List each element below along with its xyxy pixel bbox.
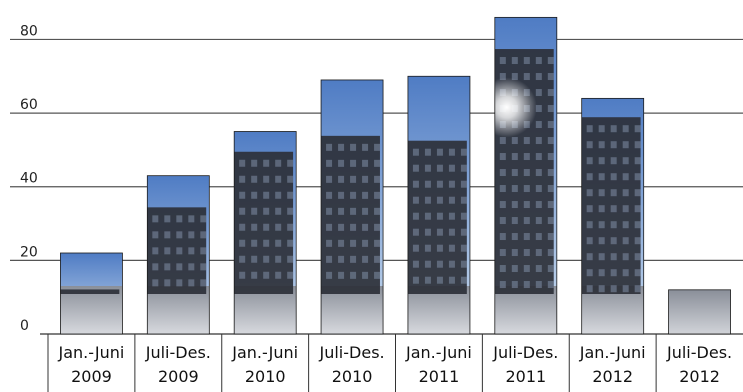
bar bbox=[60, 252, 123, 335]
x-tick-label-year: 2009 bbox=[158, 367, 199, 386]
x-tick-label-period: Jan.-Juni bbox=[231, 343, 298, 362]
x-tick-label-year: 2009 bbox=[71, 367, 112, 386]
x-tick-label-year: 2011 bbox=[505, 367, 546, 386]
x-tick-label-period: Juli-Des. bbox=[319, 343, 385, 362]
y-tick-label: 80 bbox=[20, 23, 38, 39]
x-tick-label-period: Jan.-Juni bbox=[58, 343, 125, 362]
x-tick-label-year: 2010 bbox=[332, 367, 373, 386]
x-tick-label-year: 2012 bbox=[679, 367, 720, 386]
x-tick-label-period: Juli-Des. bbox=[145, 343, 211, 362]
x-tick-label-year: 2012 bbox=[592, 367, 633, 386]
y-tick-label: 60 bbox=[20, 97, 38, 113]
x-axis-ticks: Jan.-Juni 2009 Juli-Des. 2009 Jan.-Juni 2010 J… bbox=[47, 334, 732, 392]
bars bbox=[60, 16, 731, 335]
y-axis-ticks: 0 20 40 60 80 bbox=[20, 23, 38, 334]
bar bbox=[320, 79, 384, 335]
x-tick-label-period: Juli-Des. bbox=[666, 343, 732, 362]
y-tick-label: 20 bbox=[20, 244, 38, 260]
y-tick-label: 0 bbox=[20, 318, 29, 334]
bar bbox=[581, 97, 645, 335]
x-tick-label-period: Juli-Des. bbox=[492, 343, 558, 362]
bar bbox=[146, 175, 210, 335]
x-tick-label-year: 2010 bbox=[245, 367, 286, 386]
bar bbox=[668, 289, 731, 335]
bar bbox=[233, 131, 297, 335]
bar bbox=[494, 16, 558, 335]
y-tick-label: 40 bbox=[20, 171, 38, 187]
x-tick-label-year: 2011 bbox=[419, 367, 460, 386]
bar bbox=[407, 75, 471, 335]
x-tick-label-period: Jan.-Juni bbox=[579, 343, 646, 362]
x-tick-label-period: Jan.-Juni bbox=[405, 343, 472, 362]
